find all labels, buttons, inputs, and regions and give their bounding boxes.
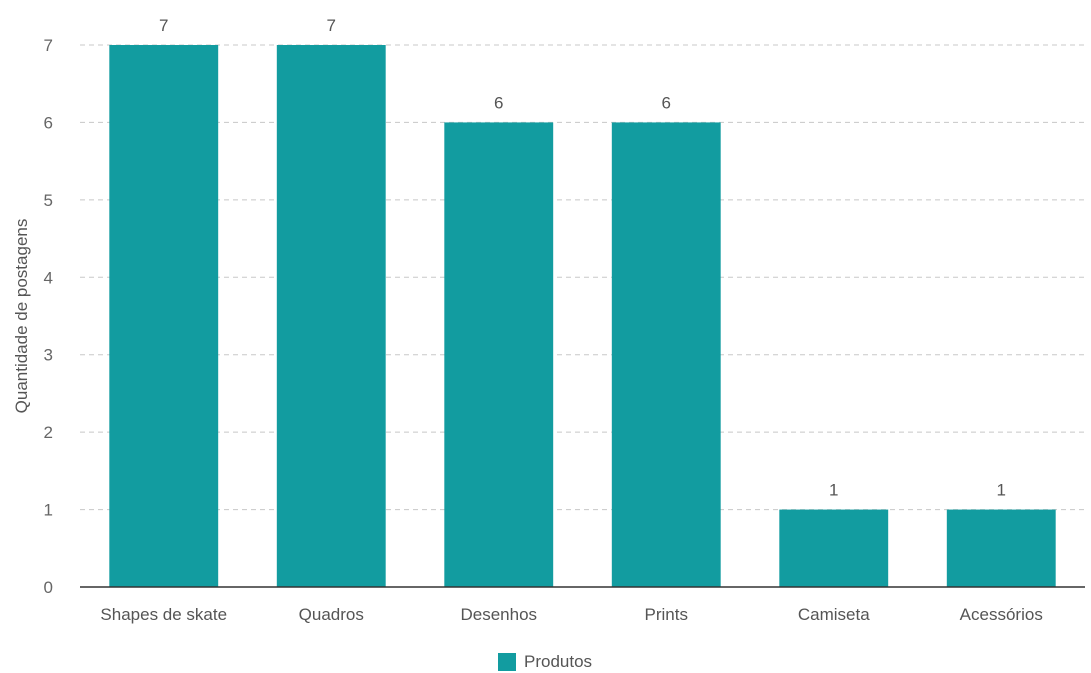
data-label: 1	[829, 481, 838, 500]
y-tick-label: 4	[44, 268, 53, 287]
x-tick-label: Desenhos	[460, 605, 537, 624]
y-tick-label: 7	[44, 36, 53, 55]
legend-label: Produtos	[524, 652, 593, 671]
legend: Produtos	[498, 652, 592, 672]
x-tick-label: Acessórios	[960, 605, 1043, 624]
y-tick-label: 0	[44, 578, 53, 597]
bar-0[interactable]	[109, 45, 219, 587]
y-tick-label: 6	[44, 113, 53, 132]
data-label: 6	[494, 93, 503, 112]
data-label: 6	[662, 93, 671, 112]
bar-3[interactable]	[611, 122, 721, 587]
bar-4[interactable]	[779, 509, 889, 587]
data-label: 7	[159, 16, 168, 35]
x-tick-label: Shapes de skate	[100, 605, 227, 624]
x-tick-label: Camiseta	[798, 605, 870, 624]
data-label: 7	[327, 16, 336, 35]
y-tick-label: 1	[44, 501, 53, 520]
labels: 0 1 2 3 4 5 6 7 7 Shapes de skate 7 Quadros 6 Desenho…	[44, 16, 1043, 624]
legend-swatch	[498, 653, 516, 671]
bar-2[interactable]	[444, 122, 554, 587]
grid-lines	[80, 44, 1085, 511]
y-tick-label: 3	[44, 346, 53, 365]
x-tick-label: Quadros	[299, 605, 364, 624]
bars	[109, 45, 1056, 587]
y-tick-label: 2	[44, 423, 53, 442]
data-label: 1	[997, 481, 1006, 500]
y-axis-title: Quantidade de postagens	[12, 219, 31, 414]
bar-5[interactable]	[946, 509, 1056, 587]
bar-1[interactable]	[276, 45, 386, 587]
y-tick-label: 5	[44, 191, 53, 210]
x-tick-label: Prints	[645, 605, 688, 624]
